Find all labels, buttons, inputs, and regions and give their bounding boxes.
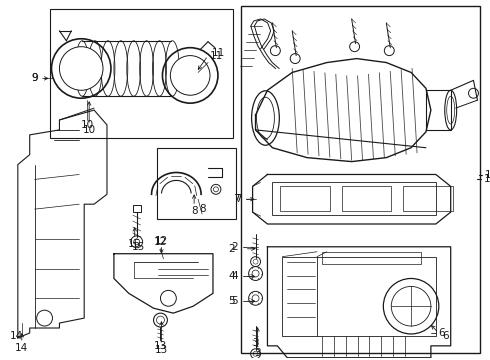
Bar xyxy=(426,90,451,130)
Bar xyxy=(280,186,330,211)
Text: 13: 13 xyxy=(155,345,168,355)
Text: 8: 8 xyxy=(191,206,197,216)
Bar xyxy=(272,183,436,215)
Bar xyxy=(241,6,480,353)
Bar xyxy=(282,257,436,336)
Text: 1: 1 xyxy=(484,175,490,184)
Text: 4: 4 xyxy=(228,271,235,282)
Bar xyxy=(133,205,141,212)
Text: 15: 15 xyxy=(132,242,146,252)
Text: 5: 5 xyxy=(228,296,235,306)
Text: 8: 8 xyxy=(199,204,205,214)
Text: 5: 5 xyxy=(231,296,238,306)
Text: 15: 15 xyxy=(128,239,141,249)
Text: 6: 6 xyxy=(442,331,448,341)
Text: 1: 1 xyxy=(485,171,490,180)
Text: 12: 12 xyxy=(154,237,167,247)
Circle shape xyxy=(171,55,210,95)
Text: 11: 11 xyxy=(210,51,223,60)
Text: 12: 12 xyxy=(155,236,168,246)
Text: 14: 14 xyxy=(10,331,23,341)
Text: 9: 9 xyxy=(31,73,38,84)
Bar xyxy=(49,9,233,138)
Bar xyxy=(156,148,236,219)
Text: 4: 4 xyxy=(231,271,238,282)
Text: 14: 14 xyxy=(15,343,28,353)
Text: 6: 6 xyxy=(438,328,444,338)
Text: 2: 2 xyxy=(231,242,238,252)
Text: 13: 13 xyxy=(154,341,167,351)
Text: 7: 7 xyxy=(233,194,240,204)
Text: 2: 2 xyxy=(228,244,235,254)
Text: 3: 3 xyxy=(254,348,261,358)
Text: 3: 3 xyxy=(252,338,259,348)
Text: 11: 11 xyxy=(212,48,225,58)
Text: 9: 9 xyxy=(31,73,38,84)
Bar xyxy=(403,186,453,211)
Text: 7: 7 xyxy=(235,194,242,204)
Bar xyxy=(322,252,421,264)
Text: 10: 10 xyxy=(83,125,96,135)
Circle shape xyxy=(59,47,103,90)
Text: 10: 10 xyxy=(81,120,94,130)
Bar xyxy=(342,186,392,211)
